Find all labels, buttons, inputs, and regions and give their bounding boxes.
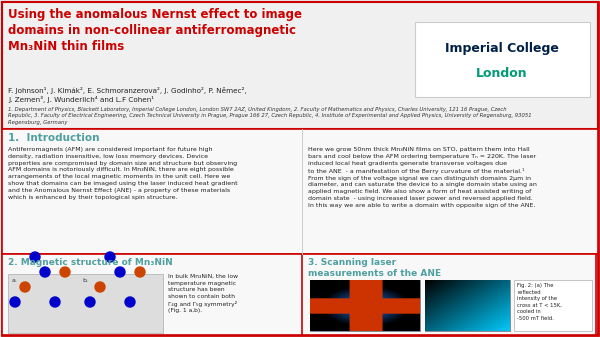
Text: Here we grow 50nm thick Mn₃NiN films on STO, pattern them into Hall
bars and coo: Here we grow 50nm thick Mn₃NiN films on … [308,147,537,208]
Circle shape [105,252,115,262]
Circle shape [10,297,20,307]
Text: b.: b. [82,278,88,283]
Circle shape [30,252,40,262]
FancyBboxPatch shape [2,2,598,129]
Circle shape [125,297,135,307]
FancyBboxPatch shape [425,280,510,331]
Text: Imperial College: Imperial College [445,42,559,55]
Text: 3. Scanning laser
measurements of the ANE: 3. Scanning laser measurements of the AN… [308,258,441,278]
Circle shape [115,267,125,277]
Circle shape [60,267,70,277]
FancyBboxPatch shape [2,254,304,335]
FancyBboxPatch shape [310,280,420,331]
Text: a.: a. [12,278,18,283]
Circle shape [20,282,30,292]
Circle shape [85,297,95,307]
FancyBboxPatch shape [8,274,163,333]
Circle shape [95,282,105,292]
Text: Using the anomalous Nernst effect to image
domains in non-collinear antiferromag: Using the anomalous Nernst effect to ima… [8,8,302,53]
FancyBboxPatch shape [514,280,592,331]
Text: In bulk Mn₃NiN, the low
temperature magnetic
structure has been
shown to contain: In bulk Mn₃NiN, the low temperature magn… [168,274,238,313]
Circle shape [50,297,60,307]
Circle shape [135,267,145,277]
Text: London: London [476,67,528,80]
Text: 2. Magnetic structure of Mn₃NiN: 2. Magnetic structure of Mn₃NiN [8,258,173,267]
Text: Antiferromagnets (AFM) are considered important for future high
density, radiati: Antiferromagnets (AFM) are considered im… [8,147,238,200]
Circle shape [40,267,50,277]
FancyBboxPatch shape [302,254,596,335]
Text: 1. Department of Physics, Blackett Laboratory, Imperial College London, London S: 1. Department of Physics, Blackett Labor… [8,107,532,125]
FancyBboxPatch shape [2,129,598,254]
Text: F. Johnson¹, J. Kimák², E. Schmoranzerova², J. Godinho², P. Němec²,
J. Zemen³, J: F. Johnson¹, J. Kimák², E. Schmoranzerov… [8,87,247,103]
Text: Fig. 2: (a) The
reflected
intensity of the
cross at T < 15K,
cooled in
-500 mT f: Fig. 2: (a) The reflected intensity of t… [517,283,562,321]
FancyBboxPatch shape [415,22,590,97]
Text: 1.  Introduction: 1. Introduction [8,133,100,143]
